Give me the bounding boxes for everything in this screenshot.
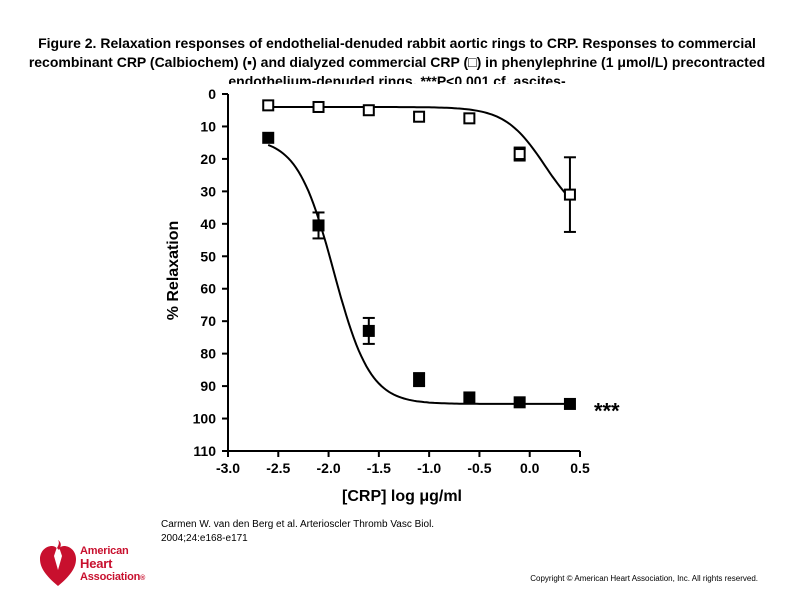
x-tick-label: -1.0 bbox=[417, 460, 441, 476]
data-point-filled bbox=[362, 324, 375, 337]
data-point-open bbox=[413, 110, 426, 123]
data-point-open bbox=[513, 148, 526, 161]
data-point-filled bbox=[563, 397, 576, 410]
logo-line-1: American bbox=[80, 545, 129, 557]
y-tick-label: 0 bbox=[208, 86, 216, 102]
y-tick-label: 50 bbox=[200, 248, 216, 264]
x-tick-label: 0.0 bbox=[520, 460, 540, 476]
logo-line-3: Association® bbox=[80, 572, 145, 584]
x-tick-label: -0.5 bbox=[467, 460, 491, 476]
figure-title: Figure 2. Relaxation responses of endoth… bbox=[28, 35, 766, 84]
aha-logo: American Heart Association® bbox=[38, 540, 178, 590]
logo-line-3-text: Association bbox=[80, 571, 141, 583]
y-tick-label: 60 bbox=[200, 281, 216, 297]
data-point-filled bbox=[463, 391, 476, 404]
x-tick-label: 0.5 bbox=[570, 460, 590, 476]
x-axis-label: [CRP] log μg/ml bbox=[342, 488, 462, 505]
logo-line-2: Heart bbox=[80, 556, 113, 571]
citation-text: Carmen W. van den Berg et al. Arterioscl… bbox=[161, 519, 435, 544]
registered-mark: ® bbox=[140, 575, 146, 582]
x-tick-label: -1.5 bbox=[367, 460, 391, 476]
data-point-filled bbox=[312, 219, 325, 232]
heart-torch-icon bbox=[40, 540, 76, 586]
data-point-open bbox=[463, 112, 476, 125]
data-points bbox=[262, 99, 576, 410]
data-point-filled bbox=[262, 131, 275, 144]
significance-annotation: *** bbox=[594, 399, 620, 424]
y-tick-label: 80 bbox=[200, 346, 216, 362]
data-point-open bbox=[262, 99, 275, 112]
x-tick-label: -2.5 bbox=[266, 460, 290, 476]
y-tick-label: 10 bbox=[200, 118, 216, 134]
x-tick-label: -2.0 bbox=[317, 460, 341, 476]
y-tick-label: 20 bbox=[200, 151, 216, 167]
y-tick-label: 90 bbox=[200, 378, 216, 394]
x-tick-label: -3.0 bbox=[216, 460, 240, 476]
y-tick-label: 110 bbox=[193, 443, 216, 459]
data-point-open bbox=[362, 104, 375, 117]
data-point-open bbox=[563, 188, 576, 201]
y-axis-label: % Relaxation bbox=[165, 221, 182, 321]
y-tick-label: 100 bbox=[193, 411, 217, 427]
y-tick-label: 30 bbox=[200, 183, 216, 199]
data-point-filled bbox=[513, 396, 526, 409]
data-point-filled bbox=[413, 373, 426, 386]
data-point-open bbox=[312, 100, 325, 113]
y-tick-label: 70 bbox=[200, 313, 216, 329]
y-tick-label: 40 bbox=[200, 216, 216, 232]
copyright-text: Copyright © American Heart Association, … bbox=[530, 574, 758, 583]
fit-curve bbox=[267, 143, 570, 405]
chart-axes: 0 10 20 30 40 50 60 70 80 90 100 110-3.0 -2.5 -2.0 -1.… bbox=[193, 86, 590, 476]
